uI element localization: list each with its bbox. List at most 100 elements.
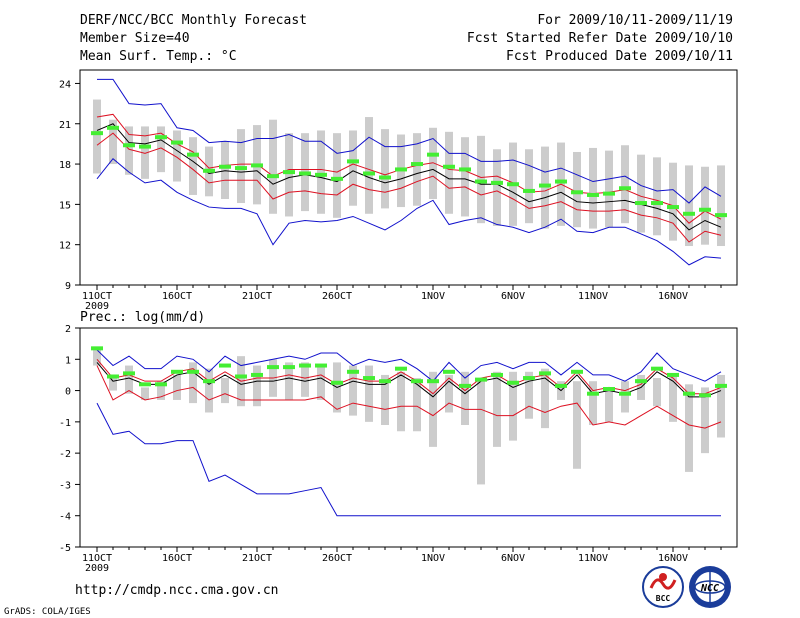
temp-x-tick-label: 6NOV xyxy=(501,291,525,302)
temp-observed-marker xyxy=(699,207,711,212)
prec-spread-bar xyxy=(349,365,357,416)
prec-spread-bar xyxy=(573,381,581,469)
temp-spread-bar xyxy=(285,133,293,217)
temp-spread-bar xyxy=(589,147,597,229)
prec-spread-bar xyxy=(173,374,181,400)
temp-observed-marker xyxy=(267,174,279,179)
temp-spread-bar xyxy=(685,165,693,247)
prec-y-tick-label: -1 xyxy=(59,418,71,429)
temp-spread-bar xyxy=(461,137,469,217)
prec-observed-marker xyxy=(587,391,599,396)
temp-y-tick-label: 12 xyxy=(59,241,71,252)
temp-spread-bar xyxy=(621,145,629,224)
prec-observed-marker xyxy=(331,380,343,385)
prec-spread-bar xyxy=(365,365,373,422)
precip-panel-title: Prec.: log(mm/d) xyxy=(80,310,205,325)
prec-observed-marker xyxy=(699,393,711,398)
temp-observed-marker xyxy=(363,171,375,176)
temp-spread-bar xyxy=(349,130,357,206)
prec-observed-marker xyxy=(299,363,311,368)
temp-spread-bar xyxy=(141,126,149,179)
prec-spread-bar xyxy=(381,374,389,425)
figure-title: DERF/NCC/BCC Monthly Forecast xyxy=(80,13,307,28)
temp-x-tick-label: 21OCT xyxy=(242,291,272,302)
temp-observed-marker xyxy=(539,183,551,188)
prec-observed-marker xyxy=(715,383,727,388)
variable-label: Mean Surf. Temp.: °C xyxy=(80,49,237,64)
temp-spread-bar xyxy=(333,133,341,218)
temp-spread-bar xyxy=(157,126,165,173)
prec-observed-marker xyxy=(539,371,551,376)
prec-x-tick-label: 11NOV xyxy=(578,553,608,564)
prec-spread-bar xyxy=(189,362,197,404)
temp-x-tick-label: 16NOV xyxy=(658,291,688,302)
prec-spread-bar xyxy=(621,381,629,413)
temp-spread-bar xyxy=(429,127,437,199)
temp-observed-marker xyxy=(123,143,135,148)
temp-observed-marker xyxy=(299,171,311,176)
prec-spread-bar xyxy=(301,362,309,397)
prec-observed-marker xyxy=(571,369,583,374)
temp-x-tick-label: 26OCT xyxy=(322,291,352,302)
temp-spread-bar xyxy=(541,146,549,229)
prec-x-year-label: 2009 xyxy=(85,563,109,574)
temp-spread-bar xyxy=(445,131,453,214)
prec-y-tick-label: 0 xyxy=(65,387,71,398)
prec-x-tick-label: 26OCT xyxy=(322,553,352,564)
prec-observed-marker xyxy=(219,363,231,368)
prec-observed-marker xyxy=(459,383,471,388)
prec-spread-bar xyxy=(445,374,453,413)
prec-ensemble-mean-line xyxy=(96,362,722,398)
prec-spread-bar xyxy=(669,374,677,422)
temp-spread-bar xyxy=(573,151,581,228)
temp-observed-marker xyxy=(171,140,183,145)
temp-y-tick-label: 24 xyxy=(59,79,71,90)
prec-spread-bar xyxy=(605,390,613,422)
temp-inner-high-line xyxy=(96,113,722,224)
prec-observed-marker xyxy=(523,376,535,381)
prec-observed-marker xyxy=(347,369,359,374)
temp-observed-marker xyxy=(667,205,679,210)
temp-observed-marker xyxy=(251,163,263,168)
temp-spread-bar xyxy=(109,119,117,165)
prec-observed-marker xyxy=(107,374,119,379)
prec-observed-marker xyxy=(395,366,407,371)
temp-spread-bar xyxy=(653,157,661,236)
prec-observed-marker xyxy=(283,365,295,370)
temp-observed-marker xyxy=(427,152,439,157)
temp-observed-marker xyxy=(619,186,631,191)
forecast-period: For 2009/10/11-2009/11/19 xyxy=(537,13,733,28)
prec-spread-bar xyxy=(317,365,325,400)
temp-observed-marker xyxy=(91,131,103,136)
temp-spread-bar xyxy=(125,126,133,175)
prec-x-tick-label: 16OCT xyxy=(162,553,192,564)
prec-y-tick-label: -4 xyxy=(59,512,71,523)
prec-spread-bar xyxy=(205,368,213,413)
prec-observed-marker xyxy=(203,379,215,384)
temp-y-tick-label: 18 xyxy=(59,160,71,171)
temp-observed-marker xyxy=(331,176,343,181)
prec-spread-bar xyxy=(653,378,661,407)
prec-observed-marker xyxy=(315,363,327,368)
prec-y-tick-label: -3 xyxy=(59,480,71,491)
prec-spread-bar xyxy=(429,371,437,447)
prec-observed-marker xyxy=(155,382,167,387)
temp-spread-bar xyxy=(317,130,325,214)
prec-x-tick-label: 11OCT xyxy=(82,553,112,564)
prec-observed-marker xyxy=(139,382,151,387)
prec-x-tick-label: 1NOV xyxy=(421,553,445,564)
prec-spread-bar xyxy=(93,346,101,366)
prec-observed-marker xyxy=(683,391,695,396)
prec-inner-high-line xyxy=(96,358,722,395)
source-url: http://cmdp.ncc.cma.gov.cn xyxy=(75,583,279,598)
prec-y-tick-label: -2 xyxy=(59,449,71,460)
prec-observed-marker xyxy=(411,379,423,384)
temp-y-tick-label: 9 xyxy=(65,281,71,292)
prec-outer-low-line xyxy=(96,402,721,517)
prec-inner-low-line xyxy=(96,365,722,429)
prec-spread-bar xyxy=(157,381,165,400)
temp-observed-marker xyxy=(651,201,663,206)
temp-spread-bar xyxy=(381,129,389,209)
temp-x-tick-label: 1NOV xyxy=(421,291,445,302)
